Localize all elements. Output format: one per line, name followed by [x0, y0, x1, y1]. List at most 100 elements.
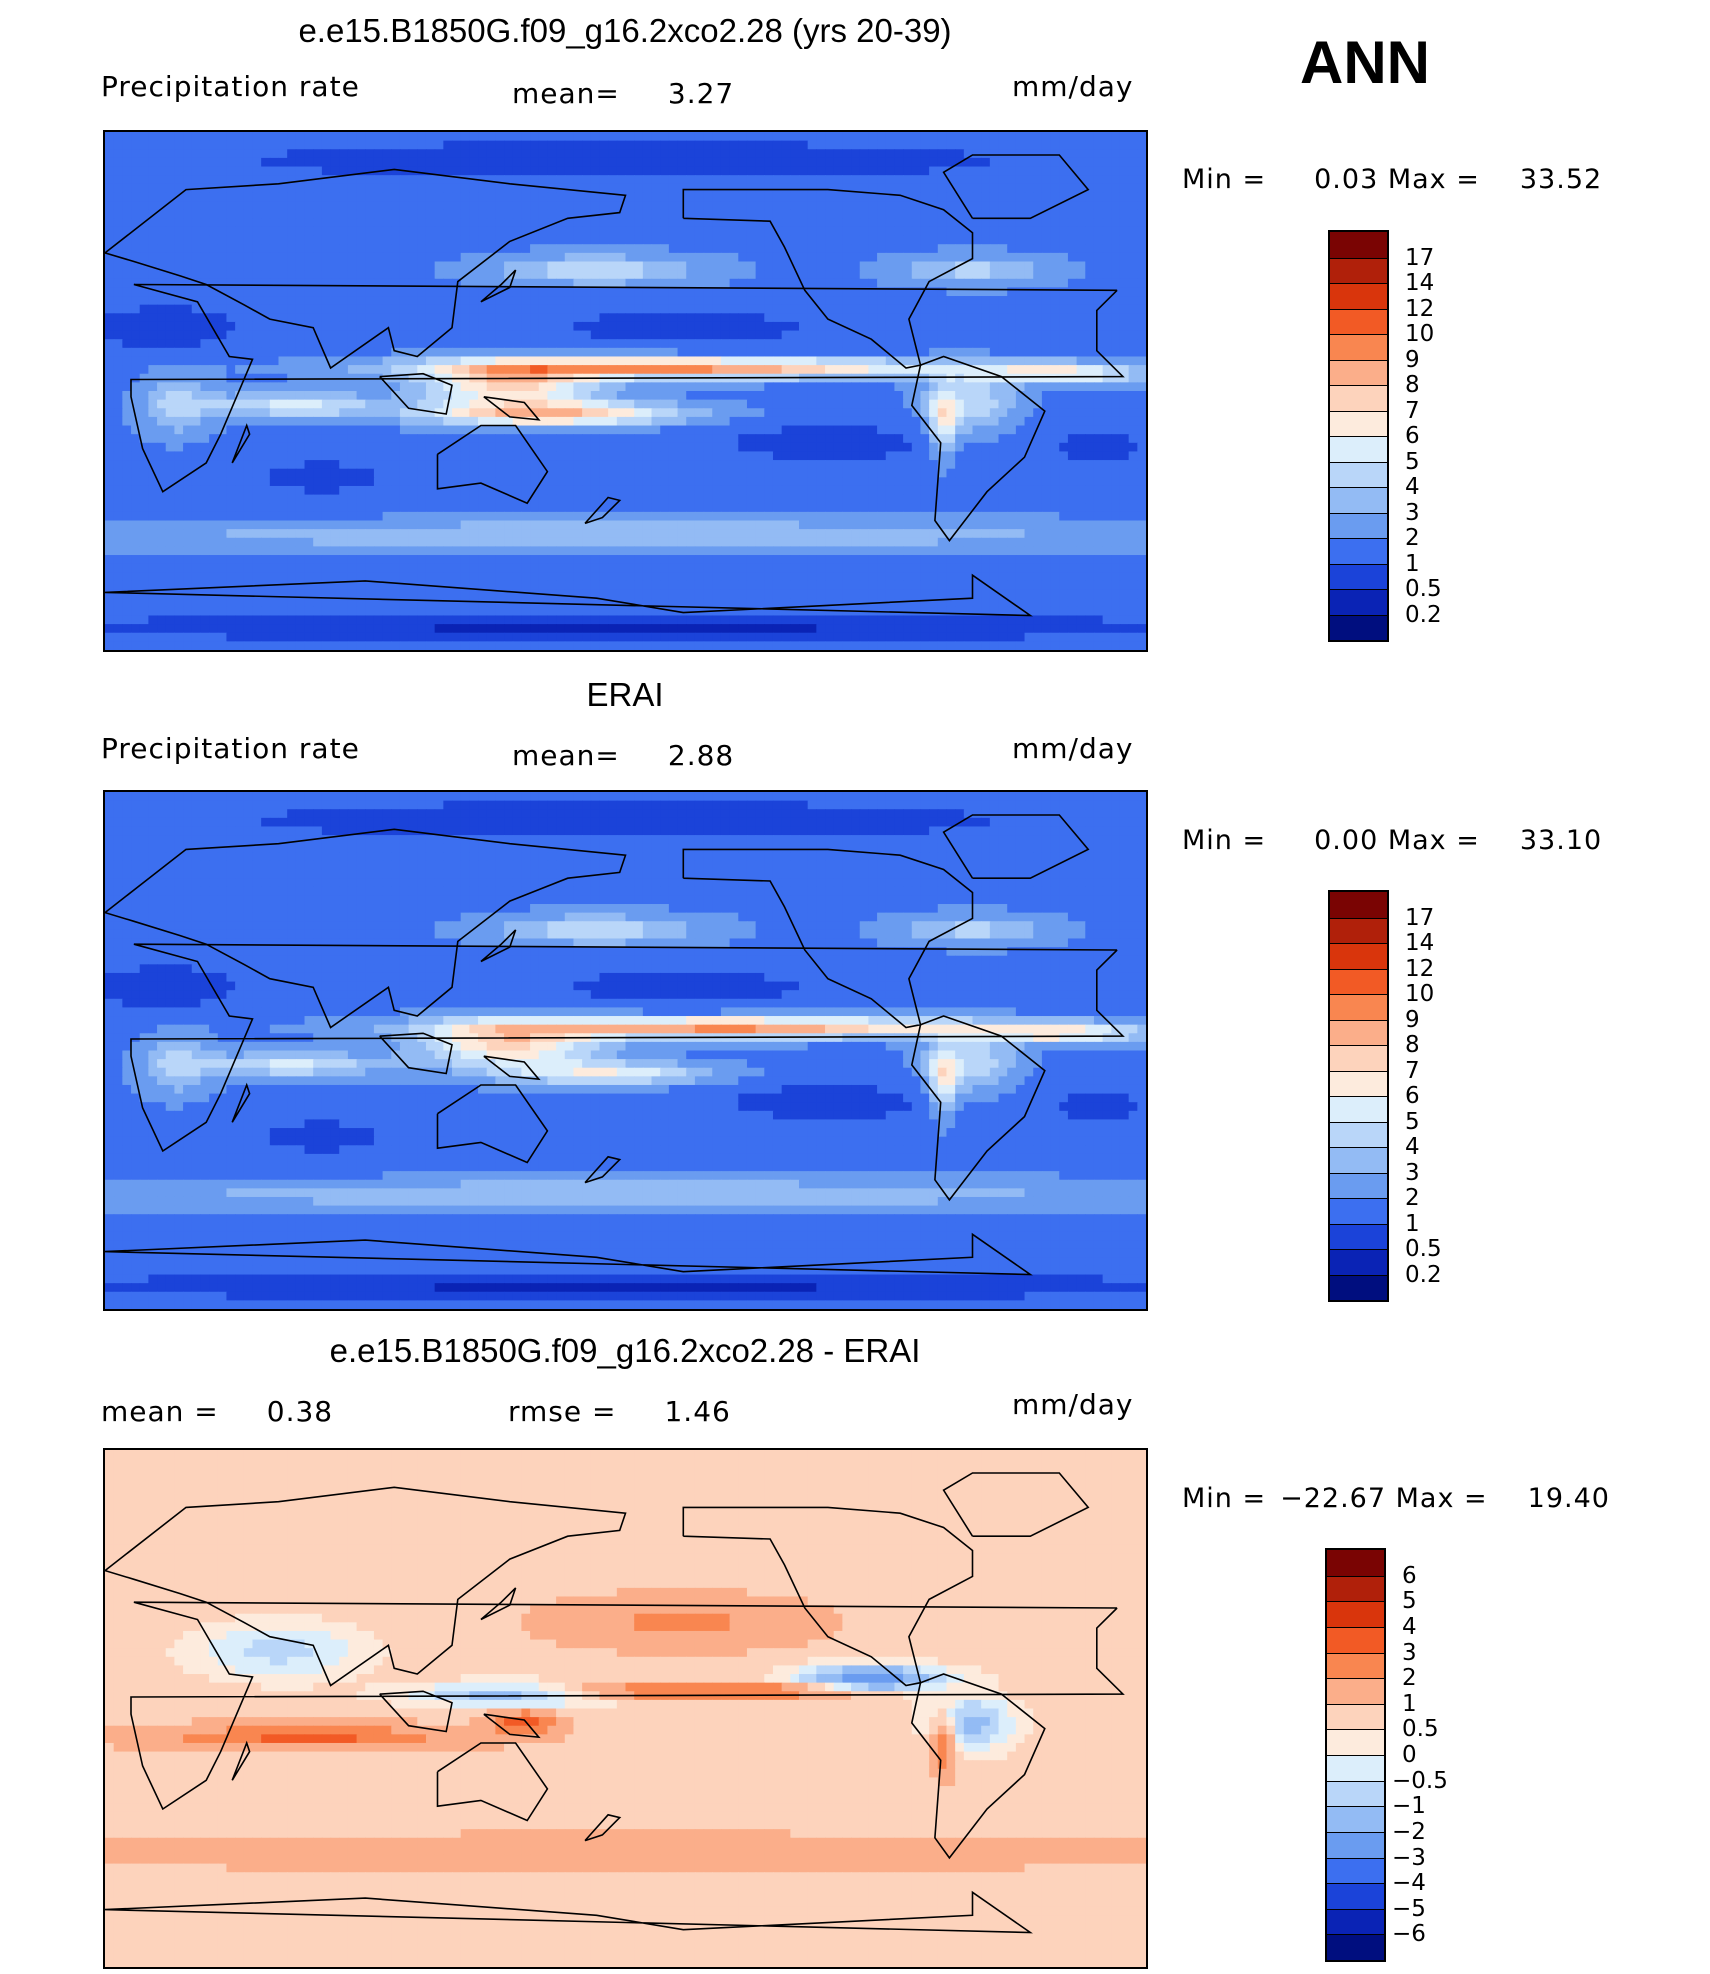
field-cell — [113, 399, 123, 409]
field-cell — [694, 313, 705, 323]
field-cell — [1128, 399, 1138, 409]
field-cell — [755, 321, 765, 332]
field-cell — [243, 399, 254, 409]
field-cell — [365, 485, 375, 496]
field-cell — [408, 304, 418, 314]
field-cell — [113, 425, 123, 435]
field-cell — [434, 425, 444, 435]
field-cell — [981, 244, 991, 254]
field-cell — [625, 157, 635, 168]
field-cell — [651, 149, 661, 159]
field-cell — [1015, 347, 1026, 358]
field-cell — [946, 270, 956, 280]
field-cell — [1137, 166, 1146, 176]
field-cell — [816, 408, 826, 418]
field-cell — [287, 339, 297, 349]
field-cell — [530, 209, 540, 219]
field-cell — [1076, 321, 1086, 332]
field-cell — [235, 140, 245, 150]
field-cell — [547, 175, 557, 185]
field-cell — [590, 192, 601, 202]
field-cell — [417, 235, 427, 245]
field-cell — [877, 399, 887, 409]
field-cell — [738, 304, 748, 314]
field-cell — [243, 226, 254, 237]
field-cell — [399, 261, 410, 271]
field-cell — [755, 218, 765, 228]
field-cell — [937, 373, 948, 383]
field-cell — [998, 278, 1008, 288]
field-cell — [1085, 304, 1095, 314]
field-cell — [382, 244, 392, 254]
field-cell — [781, 460, 791, 470]
field-cell — [235, 416, 245, 427]
field-cell — [573, 313, 583, 323]
field-cell — [157, 313, 167, 323]
field-cell — [443, 226, 453, 237]
field-cell — [1137, 270, 1146, 280]
field-cell — [235, 287, 245, 297]
field-cell — [764, 460, 774, 470]
field-cell — [486, 313, 496, 323]
field-cell — [512, 270, 523, 280]
field-cell — [885, 140, 896, 150]
field-cell — [295, 183, 306, 194]
field-cell — [512, 261, 523, 271]
field-cell — [755, 460, 765, 470]
field-cell — [356, 330, 366, 340]
field-cell — [790, 339, 800, 349]
field-cell — [321, 477, 332, 487]
field-cell — [131, 365, 141, 375]
field-cell — [989, 132, 1000, 142]
field-cell — [1128, 209, 1138, 219]
field-cell — [105, 451, 115, 461]
field-cell — [746, 330, 757, 340]
field-cell — [486, 296, 496, 306]
field-cell — [157, 321, 167, 332]
field-cell — [903, 347, 913, 358]
field-cell — [139, 278, 149, 288]
field-cell — [1033, 157, 1043, 168]
field-cell — [1041, 365, 1052, 375]
field-cell — [599, 399, 609, 409]
field-cell — [599, 330, 609, 340]
field-cell — [712, 278, 722, 288]
field-cell — [590, 149, 601, 159]
field-cell — [469, 339, 479, 349]
field-cell — [131, 391, 141, 401]
field-cell — [504, 296, 514, 306]
field-cell — [859, 399, 870, 409]
field-cell — [877, 451, 887, 461]
field-cell — [781, 278, 791, 288]
field-cell — [703, 149, 713, 159]
field-cell — [929, 373, 939, 383]
field-cell — [712, 442, 722, 453]
field-cell — [998, 270, 1008, 280]
field-cell — [868, 382, 878, 392]
field-cell — [825, 261, 835, 271]
field-cell — [174, 399, 184, 409]
field-cell — [521, 261, 531, 271]
field-cell — [365, 175, 375, 185]
field-cell — [851, 201, 861, 211]
field-cell — [703, 339, 713, 349]
field-cell — [304, 261, 314, 271]
field-cell — [278, 235, 288, 245]
field-cell — [295, 391, 306, 401]
field-cell — [998, 399, 1008, 409]
field-cell — [261, 192, 271, 202]
field-cell — [443, 485, 453, 496]
field-cell — [1024, 278, 1034, 288]
field-cell — [1007, 201, 1017, 211]
field-cell — [625, 166, 635, 176]
field-cell — [460, 442, 470, 453]
field-cell — [903, 270, 913, 280]
field-cell — [183, 442, 193, 453]
field-cell — [304, 382, 314, 392]
field-cell — [287, 296, 297, 306]
field-cell — [755, 442, 765, 453]
field-cell — [148, 356, 158, 366]
field-cell — [139, 175, 149, 185]
field-cell — [148, 408, 158, 418]
field-cell — [694, 209, 705, 219]
